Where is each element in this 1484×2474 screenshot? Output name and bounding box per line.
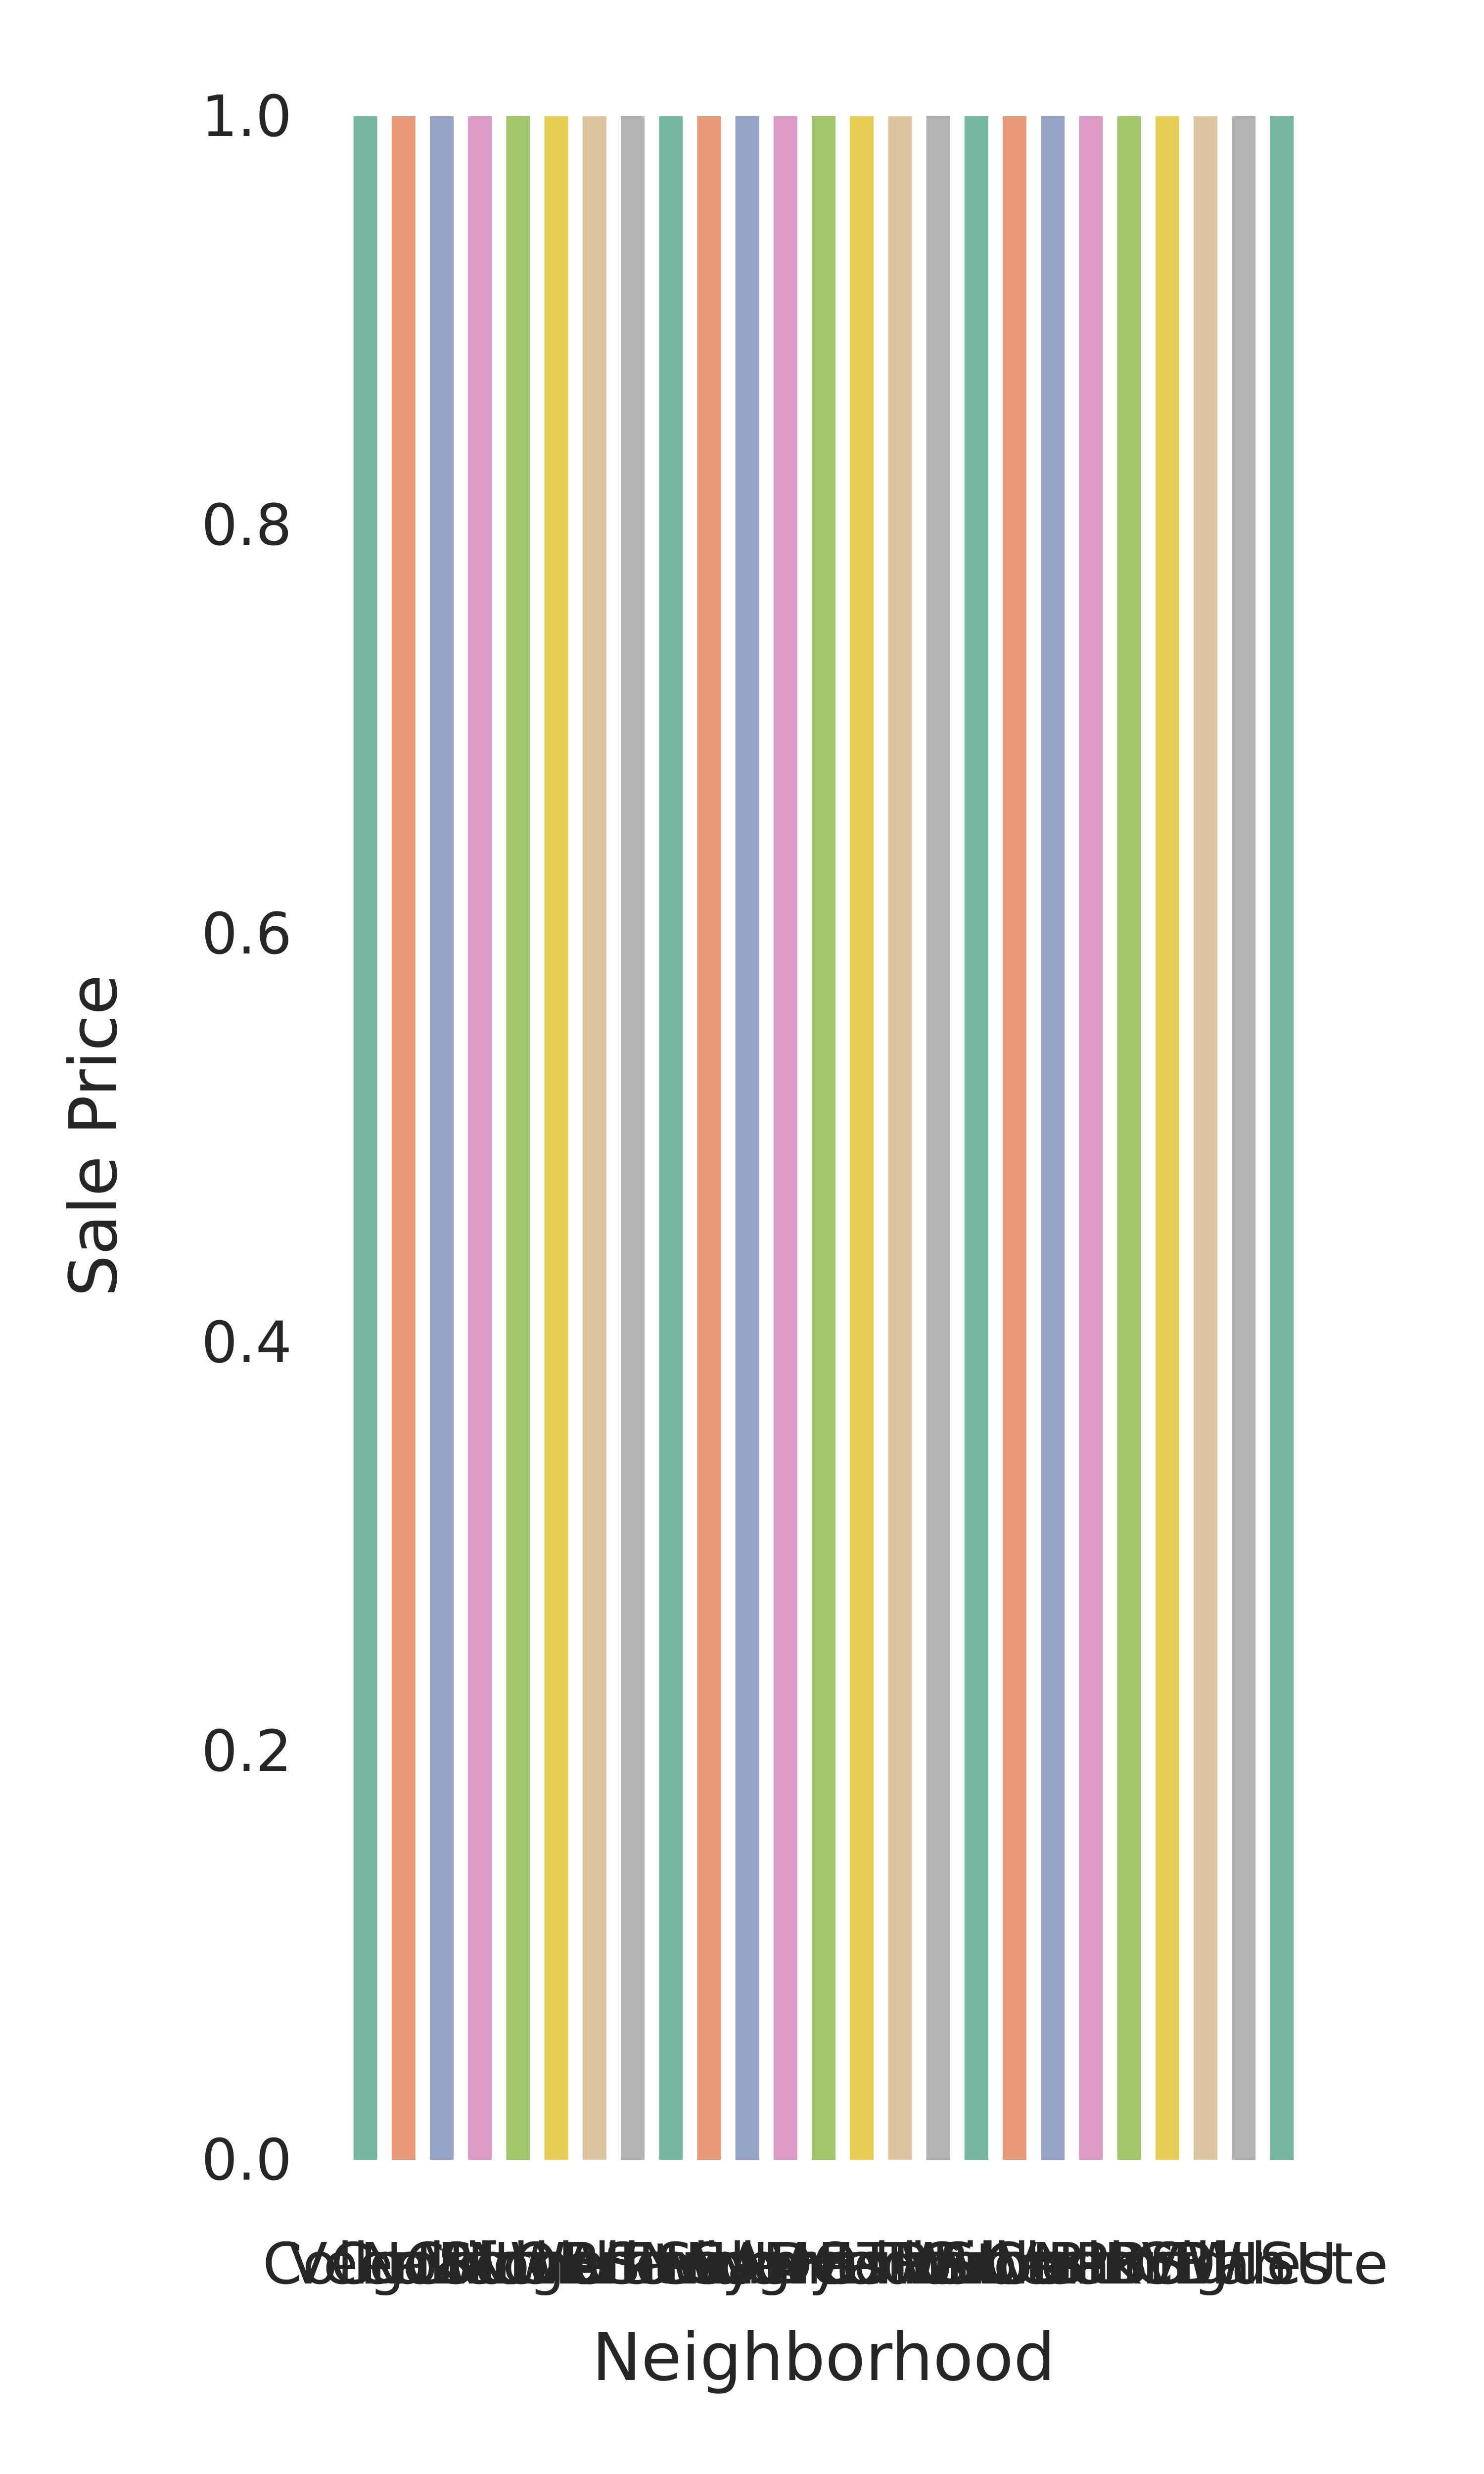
x-tick-label: Blueste [1175, 2231, 1388, 2297]
bar-NAmes [773, 116, 797, 2160]
x-tick-label: NPkVill [1032, 2231, 1227, 2297]
bar-NridgHt [735, 116, 759, 2160]
x-tick-label: Blmngtn [1047, 2231, 1288, 2297]
bar-IDOTRR [850, 116, 874, 2160]
x-tick-label: NAmes [685, 2231, 886, 2297]
y-tick-label: 0.6 [201, 901, 292, 967]
x-tick-label: CollgCr [263, 2231, 468, 2297]
y-tick-label: 0.4 [201, 1310, 292, 1376]
bar-Mitchel [506, 116, 530, 2160]
bar-Gilbert [1003, 116, 1026, 2160]
x-tick-label: SawyerW [691, 2231, 956, 2297]
x-tick-label: Crawfor [330, 2231, 554, 2297]
bar-Blmngtn [1155, 116, 1179, 2160]
bar-SWISU [1232, 116, 1256, 2160]
x-tick-label: Somerst [438, 2231, 674, 2297]
bar-Somerst [544, 116, 568, 2160]
x-tick-label: Timber [877, 2231, 1076, 2297]
x-tick-label: Sawyer [604, 2231, 814, 2297]
x-tick-label: SWISU [1150, 2231, 1337, 2297]
x-tick-label: NoRidge [360, 2231, 600, 2297]
y-tick-label: 0.8 [201, 492, 292, 559]
x-tick-label: Mitchel [416, 2231, 621, 2297]
x-tick-label: OldTown [513, 2231, 752, 2297]
bar-BrkSide [659, 116, 683, 2160]
bar-Crawfor [430, 116, 454, 2160]
x-tick-label: IDOTRR [752, 2231, 972, 2297]
bars-group [353, 116, 1294, 2160]
x-tick-label: Gilbert [918, 2231, 1111, 2297]
bar-Blueste [1270, 116, 1294, 2160]
bar-Timber [964, 116, 988, 2160]
bar-ClearCr [1079, 116, 1103, 2160]
x-tick-label: NWAmes [467, 2231, 722, 2297]
bar-SawyerW [812, 116, 835, 2160]
y-tick-label: 0.0 [201, 2127, 292, 2193]
bar-CollgCr [353, 116, 377, 2160]
bar-NWAmes [582, 116, 606, 2160]
x-tick-label: NridgHt [638, 2231, 857, 2297]
bar-BrDale [1194, 116, 1217, 2160]
x-tick-label: BrDale [1110, 2231, 1301, 2297]
bar-StoneBr [1041, 116, 1065, 2160]
x-tick-label: ClearCr [985, 2231, 1197, 2297]
bar-Veenker [391, 116, 416, 2160]
bar-Edwards [926, 116, 950, 2160]
bar-MeadowV [888, 116, 912, 2160]
y-tick-label: 0.2 [201, 1718, 292, 1785]
bar-OldTown [621, 116, 645, 2160]
x-tick-label: MeadowV [762, 2231, 1038, 2297]
x-tick-label: Edwards [817, 2231, 1059, 2297]
x-axis-tick-labels: CollgCrVeenkerCrawforNoRidgeMitchelSomer… [263, 2231, 1388, 2297]
x-axis-label: Neighborhood [592, 2320, 1056, 2396]
x-tick-label: Veenker [288, 2231, 518, 2297]
bar-NoRidge [468, 116, 492, 2160]
x-tick-label: BrkSide [561, 2231, 780, 2297]
x-tick-label: StoneBr [939, 2231, 1166, 2297]
bar-Sawyer [697, 116, 721, 2160]
y-axis-label: Sale Price [56, 974, 132, 1296]
y-axis-ticks: 0.0 0.2 0.4 0.6 0.8 1.0 [201, 84, 292, 2193]
bar-NPkVill [1117, 116, 1141, 2160]
y-tick-label: 1.0 [201, 84, 292, 150]
